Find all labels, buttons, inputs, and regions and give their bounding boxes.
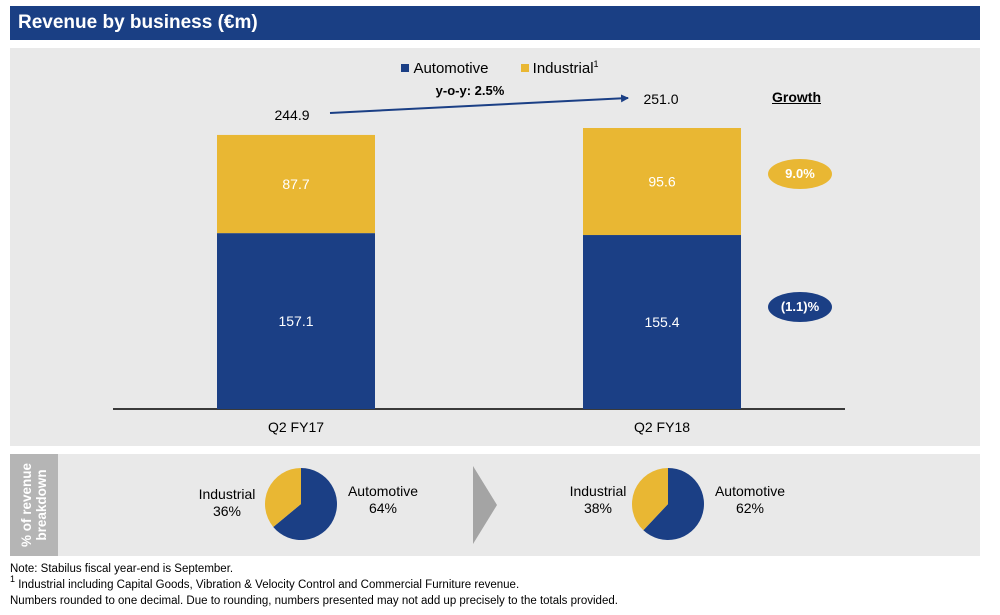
data-label-industrial-2: 95.6 [648,174,675,190]
legend-footnote-marker: 1 [593,59,599,69]
pie2-automotive-value: 62% [735,500,765,516]
pie1-industrial-label: Industrial 36% [192,486,262,520]
x-tick-label-2: Q2 FY18 [634,419,690,435]
legend-swatch-automotive [401,64,410,72]
growth-heading: Growth [772,89,821,105]
data-label-automotive-2: 155.4 [644,314,679,330]
chart-legend: Automotive Industrial1 [0,60,1000,77]
yoy-label: y-o-y: 2.5% [436,83,505,98]
legend-item-industrial: Industrial1 [520,59,599,77]
total-label-1: 244.9 [274,107,309,123]
pie2-automotive-label: Automotive 62% [705,483,795,517]
data-label-automotive-1: 157.1 [278,313,313,329]
breakdown-side-tab: % of revenue breakdown [10,454,58,556]
legend-swatch-industrial [520,64,529,72]
pie1-automotive-value: 64% [368,500,398,516]
bar-automotive-2 [583,235,741,409]
note-industrial-text: Industrial including Capital Goods, Vibr… [18,579,520,591]
pie1-industrial-name: Industrial [198,486,256,502]
note-footnote-marker: 1 [10,574,16,584]
total-label-2: 251.0 [643,91,678,107]
pie1-automotive-name: Automotive [347,483,419,499]
pie2-slice-automotive [643,468,705,540]
bar-industrial-1 [217,134,375,234]
growth-badge-automotive: (1.1)% [768,292,832,322]
stacked-bar-chart: y-o-y: 2.5% 157.1 87.7 244.9 Q2 FY17 155.4 95… [113,83,845,435]
bar-automotive-1 [217,233,375,409]
bar-industrial-2 [583,128,741,236]
pie1-slice-industrial [264,468,301,527]
x-tick-label-1: Q2 FY17 [268,419,324,435]
legend-item-automotive: Automotive [401,60,488,77]
footnotes: Note: Stabilus fiscal year-end is Septem… [10,561,618,609]
pie2-industrial-value: 38% [583,500,613,516]
pie1-automotive-label: Automotive 64% [338,483,428,517]
growth-badge-industrial: 9.0% [768,159,832,189]
legend-label-industrial: Industrial [532,60,594,77]
revenue-breakdown-pies [264,466,705,544]
data-label-industrial-1: 87.7 [282,176,309,192]
note-rounding: Numbers rounded to one decimal. Due to r… [10,595,618,607]
pie2-industrial-name: Industrial [569,483,627,499]
pie2-automotive-name: Automotive [714,483,786,499]
pie2-industrial-label: Industrial 38% [563,483,633,517]
note-industrial-definition: 1 Industrial including Capital Goods, Vi… [10,574,618,593]
chart-panel [10,48,980,446]
note-fiscal-year: Note: Stabilus fiscal year-end is Septem… [10,563,234,575]
yoy-arrow [329,94,629,114]
page-title: Revenue by business (€m) [10,6,980,40]
pie1-slice-automotive [273,468,337,540]
legend-label-automotive: Automotive [413,60,489,77]
transition-arrow-icon [473,466,497,544]
pie2-slice-industrial [632,468,668,531]
pie1-industrial-value: 36% [212,503,242,519]
